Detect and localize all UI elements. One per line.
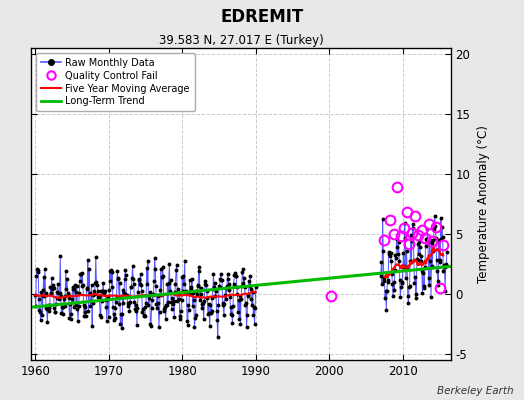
Text: Berkeley Earth: Berkeley Earth xyxy=(437,386,514,396)
Text: EDREMIT: EDREMIT xyxy=(221,8,303,26)
Title: 39.583 N, 27.017 E (Turkey): 39.583 N, 27.017 E (Turkey) xyxy=(159,34,323,47)
Y-axis label: Temperature Anomaly (°C): Temperature Anomaly (°C) xyxy=(477,125,490,283)
Legend: Raw Monthly Data, Quality Control Fail, Five Year Moving Average, Long-Term Tren: Raw Monthly Data, Quality Control Fail, … xyxy=(36,53,195,111)
